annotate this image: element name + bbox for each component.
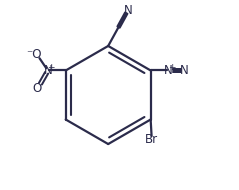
Text: N: N	[43, 64, 52, 77]
Text: ⁻O: ⁻O	[26, 48, 41, 61]
Text: N: N	[164, 64, 173, 77]
Text: Br: Br	[145, 133, 158, 146]
Text: +: +	[47, 63, 54, 72]
Text: N: N	[124, 4, 132, 17]
Text: N: N	[179, 64, 188, 77]
Text: +: +	[168, 63, 175, 72]
Text: O: O	[33, 82, 42, 95]
